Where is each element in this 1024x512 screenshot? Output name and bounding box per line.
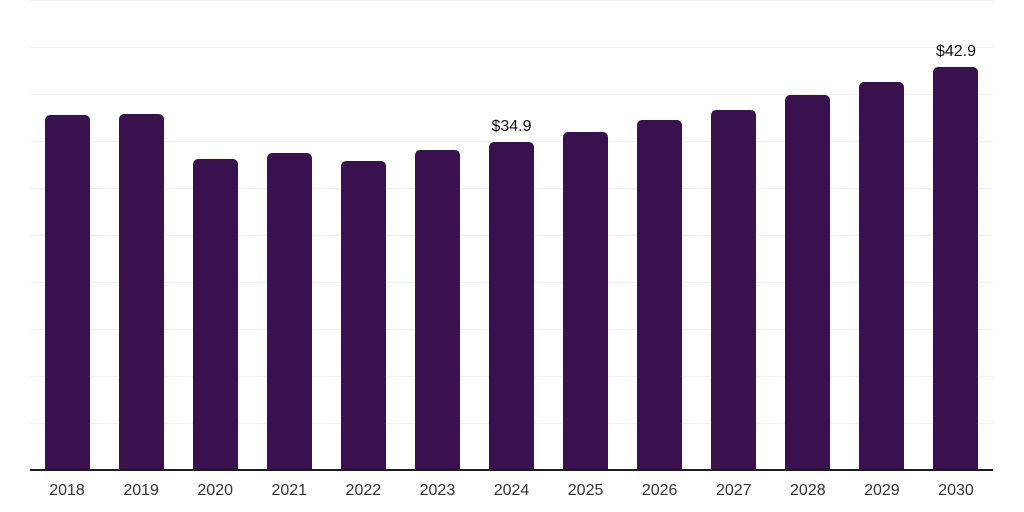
x-tick-label-2022: 2022	[345, 482, 382, 499]
bar-2030	[933, 66, 979, 470]
bar-2027	[711, 109, 757, 470]
x-tick-label-2030: 2030	[938, 482, 974, 499]
bar-slot-2029	[845, 0, 919, 470]
bar-2028	[785, 94, 831, 470]
x-tick-label-2029: 2029	[864, 482, 900, 499]
bar-slot-2020	[178, 0, 252, 470]
x-tick-label-2026: 2026	[641, 482, 678, 499]
bar-slot-2024: $34.9	[474, 0, 548, 470]
x-tick-label-2027: 2027	[715, 482, 752, 499]
value-label-2024: $34.9	[491, 117, 532, 135]
bar-2029	[859, 81, 905, 470]
bar-2023	[414, 150, 460, 470]
bar-slot-2030: $42.9	[919, 0, 993, 470]
bar-slot-2028	[771, 0, 845, 470]
bar-slot-2022	[326, 0, 400, 470]
bar-2026	[637, 120, 683, 470]
bar-slot-2018	[30, 0, 104, 470]
bar-2021	[266, 153, 312, 470]
x-axis-labels: 2018 2019 2020 2021 2022 2023 2024 2025 2026 2027…	[30, 482, 993, 500]
gridline-45	[30, 47, 993, 48]
gridline-50	[30, 0, 993, 1]
bar-slot-2019	[104, 0, 178, 470]
bars: $34.9 $42.9	[30, 0, 993, 470]
x-tick-label-2028: 2028	[790, 482, 826, 499]
bar-2018	[44, 114, 90, 470]
bar-slot-2027	[697, 0, 771, 470]
gridline-35	[30, 141, 993, 142]
bar-2020	[192, 158, 238, 470]
gridline-40	[30, 94, 993, 95]
x-tick-label-2018: 2018	[49, 482, 85, 499]
bar-2024	[489, 141, 534, 470]
x-tick-label-2025: 2025	[567, 482, 604, 499]
x-tick-label-2021: 2021	[271, 482, 308, 499]
value-label-2030: $42.9	[935, 42, 976, 60]
bar-2019	[118, 113, 164, 470]
plot-area: $34.9 $42.9	[30, 0, 993, 470]
x-tick-label-2020: 2020	[197, 482, 233, 499]
bar-slot-2023	[400, 0, 474, 470]
bar-2022	[340, 160, 386, 470]
x-axis-line	[30, 469, 993, 471]
x-tick-label-2024: 2024	[493, 482, 530, 499]
bar-slot-2021	[252, 0, 326, 470]
bar-2025	[563, 131, 609, 470]
bar-slot-2025	[549, 0, 623, 470]
x-tick-label-2019: 2019	[123, 482, 159, 499]
x-tick-label-2023: 2023	[419, 482, 456, 499]
bar-slot-2026	[623, 0, 697, 470]
